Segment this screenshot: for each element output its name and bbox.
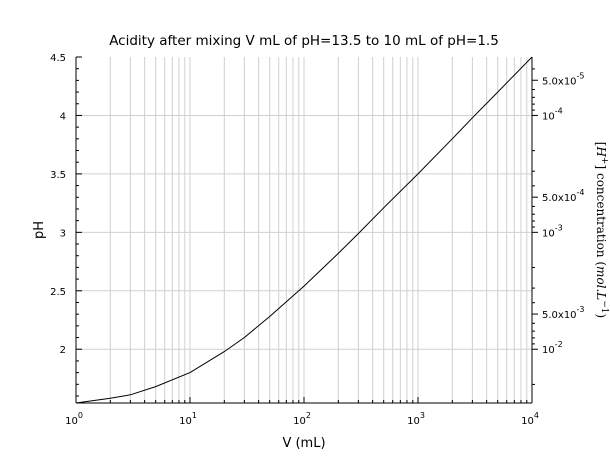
y2-tick-label: 5.0x10-5 bbox=[542, 71, 585, 87]
y-axis-label: pH bbox=[32, 221, 47, 239]
x-tick-label: 102 bbox=[293, 411, 311, 427]
y-tick-label: 3.5 bbox=[50, 170, 66, 181]
x-axis-label: V (mL) bbox=[282, 436, 325, 451]
y-tick-label: 4.5 bbox=[50, 53, 66, 64]
y2-tick-label: 5.0x10-3 bbox=[542, 305, 585, 321]
y-tick-label: 2 bbox=[60, 345, 66, 356]
grid bbox=[76, 57, 532, 403]
y2-tick-label: 10-2 bbox=[542, 340, 563, 356]
y-tick-label: 4 bbox=[60, 111, 66, 122]
x-tick-label: 101 bbox=[179, 411, 197, 427]
y2-tick-label: 10-3 bbox=[542, 223, 563, 239]
series bbox=[75, 56, 533, 404]
chart-title: Acidity after mixing V mL of pH=13.5 to … bbox=[109, 33, 499, 49]
y2-tick-label: 10-4 bbox=[542, 106, 563, 122]
ticks: 100 101 102 103 104 2 2.5 3 3.5 4 4.5 5.0x10-5 10-4 5… bbox=[50, 53, 584, 427]
y-tick-label: 3 bbox=[60, 228, 66, 239]
x-tick-label: 104 bbox=[521, 411, 539, 427]
y-tick-label: 2.5 bbox=[50, 287, 66, 298]
y2-axis-label: [H+] concentration (mol.L−1) bbox=[594, 142, 609, 318]
series-line bbox=[75, 56, 533, 404]
y2-tick-label: 5.0x10-4 bbox=[542, 188, 585, 204]
x-tick-label: 100 bbox=[65, 411, 83, 427]
x-tick-label: 103 bbox=[407, 411, 425, 427]
